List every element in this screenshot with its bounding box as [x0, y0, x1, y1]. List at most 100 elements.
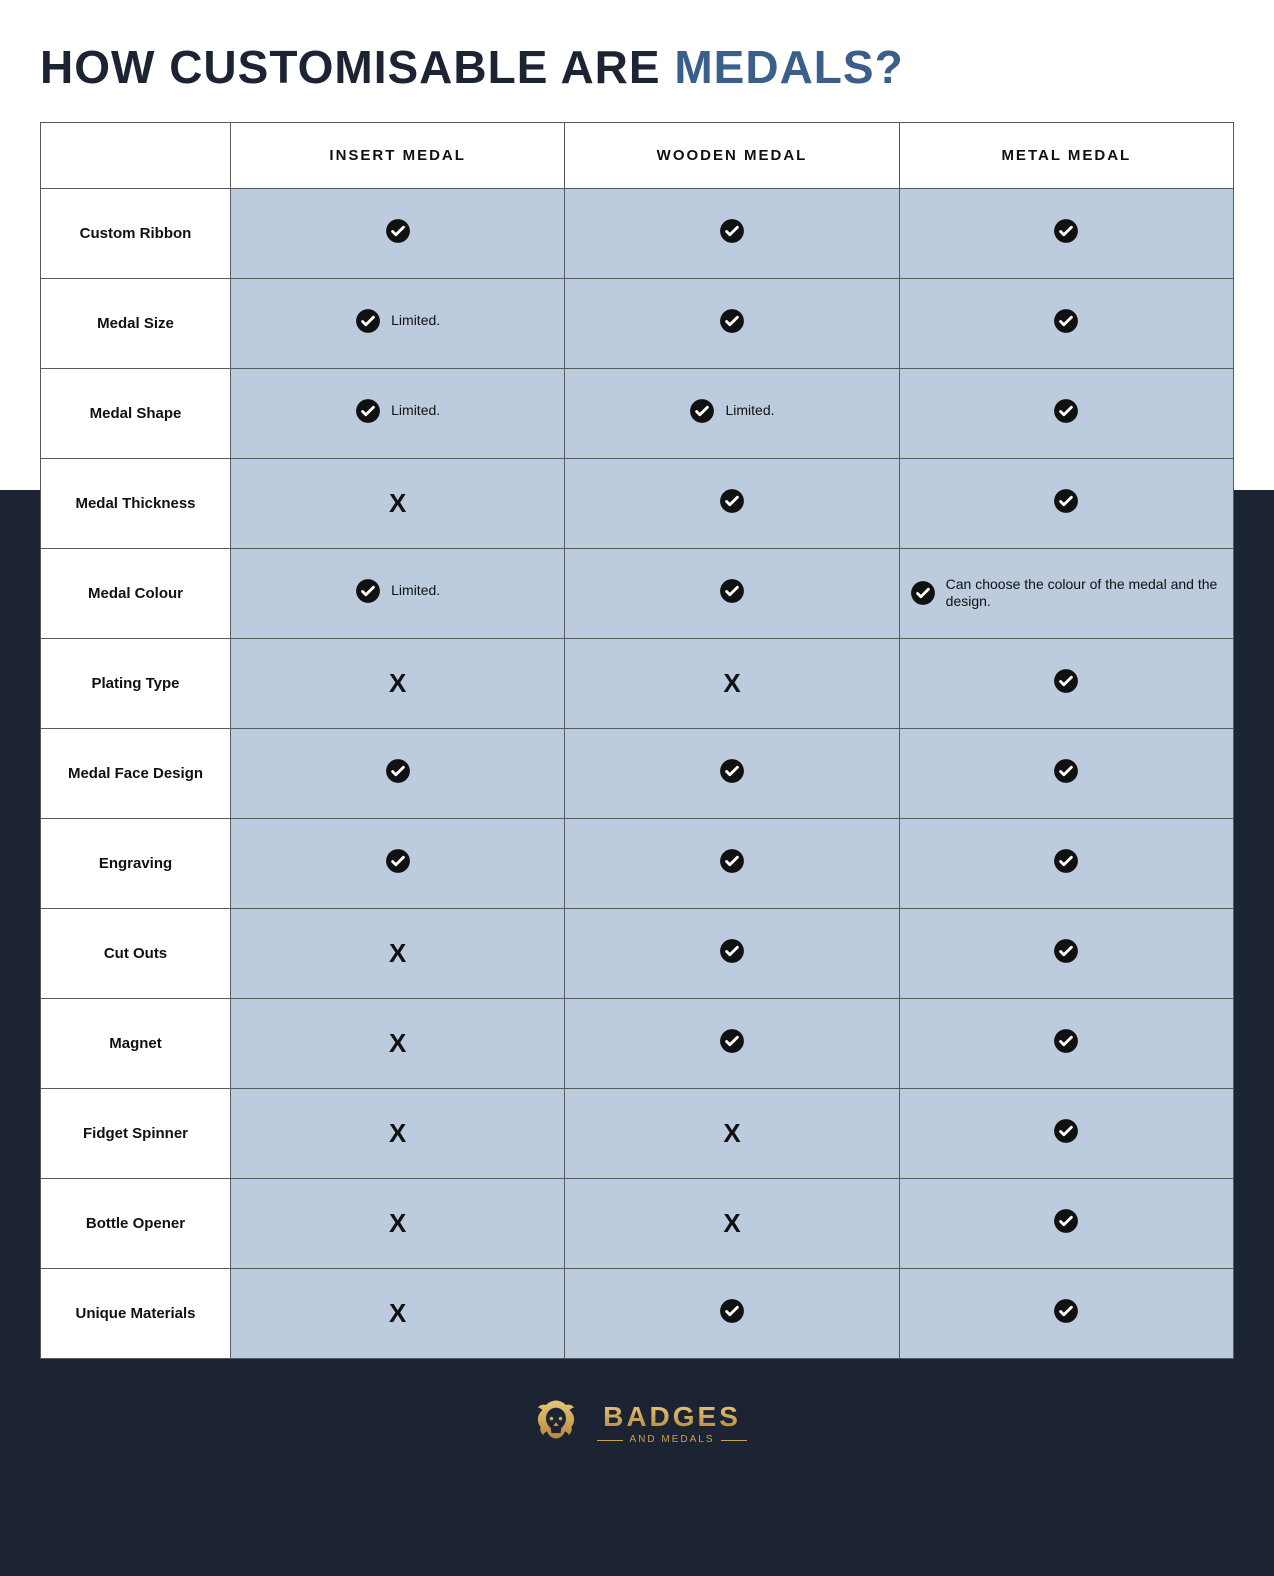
table-header-blank — [41, 123, 231, 189]
table-row: Fidget SpinnerXX — [41, 1089, 1234, 1179]
table-row: Medal ThicknessX — [41, 459, 1234, 549]
cell-inner: X — [389, 1210, 406, 1236]
x-icon: X — [723, 1210, 740, 1236]
row-label: Medal Size — [41, 279, 231, 369]
table-row: Engraving — [41, 819, 1234, 909]
cell-note: Limited. — [391, 402, 440, 420]
x-icon: X — [389, 1210, 406, 1236]
table-cell: X — [231, 999, 565, 1089]
check-icon — [1053, 848, 1079, 874]
check-icon — [1053, 668, 1079, 694]
comparison-table: INSERT MEDALWOODEN MEDALMETAL MEDAL Cust… — [40, 122, 1234, 1359]
table-cell: X — [565, 639, 899, 729]
table-cell: X — [231, 459, 565, 549]
check-icon — [1053, 488, 1079, 514]
cell-inner — [1053, 1028, 1079, 1054]
row-label: Bottle Opener — [41, 1179, 231, 1269]
cell-inner: X — [389, 1120, 406, 1146]
cell-inner — [1053, 938, 1079, 964]
cell-inner: Limited. — [355, 578, 440, 604]
check-icon — [719, 848, 745, 874]
cell-inner — [719, 758, 745, 784]
cell-inner — [719, 308, 745, 334]
cell-note: Limited. — [391, 312, 440, 330]
row-label: Plating Type — [41, 639, 231, 729]
cell-note: Limited. — [725, 402, 774, 420]
table-row: Medal Colour Limited. Can choose the colou… — [41, 549, 1234, 639]
table-cell: Can choose the colour of the medal and t… — [899, 549, 1233, 639]
table-cell: Limited. — [231, 369, 565, 459]
check-icon — [719, 218, 745, 244]
check-icon — [1053, 1298, 1079, 1324]
title-strong: CUSTOMISABLE ARE — [169, 41, 674, 93]
cell-inner — [1053, 398, 1079, 424]
footer: BADGES AND MEDALS — [0, 1359, 1274, 1493]
cell-inner: Limited. — [355, 398, 440, 424]
table-row: Custom Ribbon — [41, 189, 1234, 279]
table-cell — [899, 909, 1233, 999]
row-label: Medal Colour — [41, 549, 231, 639]
check-icon — [719, 758, 745, 784]
table-column-header: METAL MEDAL — [899, 123, 1233, 189]
logo-main: BADGES — [603, 1403, 741, 1431]
cell-inner: X — [389, 1300, 406, 1326]
check-icon — [719, 488, 745, 514]
cell-inner: X — [723, 1210, 740, 1236]
table-cell — [231, 819, 565, 909]
cell-inner: Can choose the colour of the medal and t… — [910, 576, 1223, 611]
table-row: Plating Type X X — [41, 639, 1234, 729]
row-label: Cut Outs — [41, 909, 231, 999]
table-cell — [565, 819, 899, 909]
table-cell: X — [231, 1179, 565, 1269]
table-cell: X — [231, 1269, 565, 1359]
table-cell: Limited. — [231, 549, 565, 639]
table-column-header: WOODEN MEDAL — [565, 123, 899, 189]
cell-inner: Limited. — [355, 308, 440, 334]
cell-inner — [1053, 1118, 1079, 1144]
x-icon: X — [389, 670, 406, 696]
check-icon — [719, 938, 745, 964]
cell-inner: X — [723, 1120, 740, 1146]
check-icon — [1053, 308, 1079, 334]
table-row: Magnet X — [41, 999, 1234, 1089]
table-cell — [899, 1269, 1233, 1359]
cell-inner: X — [389, 1030, 406, 1056]
check-icon — [385, 758, 411, 784]
check-icon — [385, 848, 411, 874]
row-label: Engraving — [41, 819, 231, 909]
row-label: Medal Shape — [41, 369, 231, 459]
table-row: Unique MaterialsX — [41, 1269, 1234, 1359]
table-row: Medal Face Design — [41, 729, 1234, 819]
x-icon: X — [389, 1300, 406, 1326]
row-label: Magnet — [41, 999, 231, 1089]
x-icon: X — [389, 1030, 406, 1056]
table-cell — [899, 999, 1233, 1089]
cell-inner: X — [723, 670, 740, 696]
cell-inner — [1053, 218, 1079, 244]
table-cell — [899, 369, 1233, 459]
table-cell — [899, 639, 1233, 729]
table-cell — [565, 1269, 899, 1359]
cell-inner — [1053, 758, 1079, 784]
title-prefix: HOW — [40, 41, 169, 93]
cell-inner — [1053, 1208, 1079, 1234]
x-icon: X — [723, 1120, 740, 1146]
table-row: Medal Shape Limited. Limited. — [41, 369, 1234, 459]
check-icon — [355, 398, 381, 424]
check-icon — [1053, 1118, 1079, 1144]
table-cell — [231, 189, 565, 279]
table-cell: Limited. — [565, 369, 899, 459]
check-icon — [1053, 938, 1079, 964]
table-cell — [899, 189, 1233, 279]
cell-inner — [1053, 488, 1079, 514]
check-icon — [1053, 398, 1079, 424]
table-cell — [565, 909, 899, 999]
table-row: Medal Size Limited. — [41, 279, 1234, 369]
table-cell: X — [231, 639, 565, 729]
table-cell — [899, 459, 1233, 549]
check-icon — [719, 1298, 745, 1324]
table-column-header: INSERT MEDAL — [231, 123, 565, 189]
table-cell — [899, 729, 1233, 819]
check-icon — [355, 578, 381, 604]
table-row: Cut OutsX — [41, 909, 1234, 999]
